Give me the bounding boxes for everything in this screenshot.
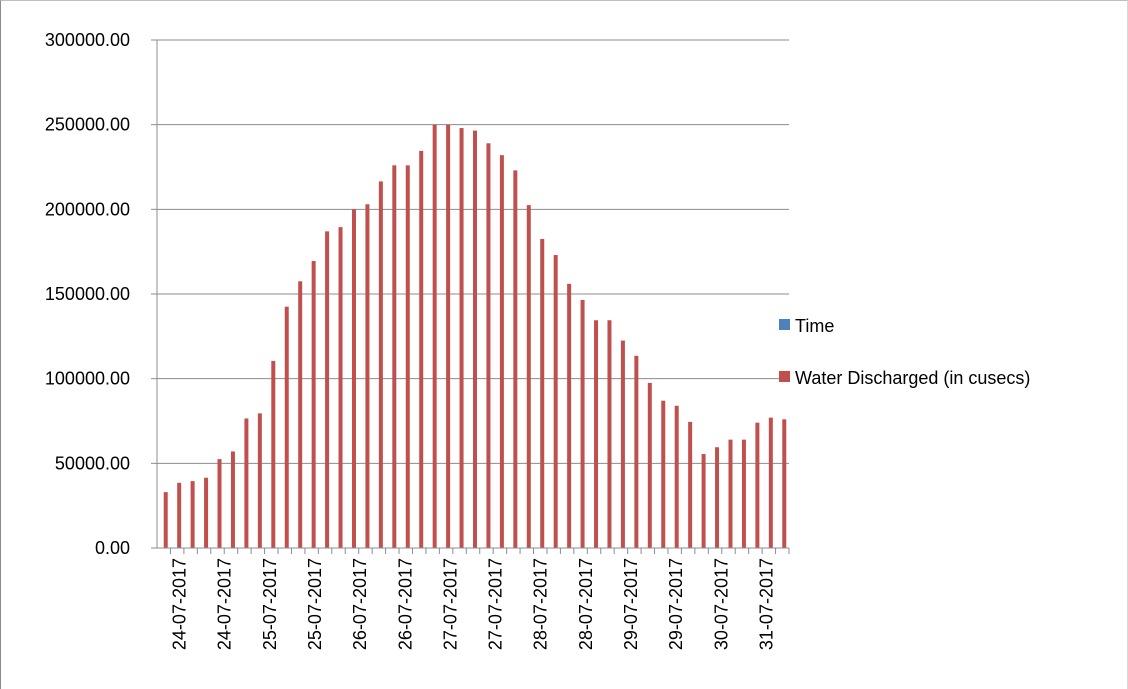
bar [257, 413, 262, 548]
legend-label-water-discharged: Water Discharged (in cusecs) [795, 368, 1030, 388]
bar [446, 124, 451, 549]
legend-swatch-time [779, 319, 790, 330]
bar [768, 417, 773, 548]
bar [459, 128, 464, 548]
bar [513, 170, 518, 549]
bar [567, 283, 572, 548]
bar [378, 181, 383, 549]
y-tick-label: 300000.00 [45, 30, 130, 50]
y-tick-label: 100000.00 [45, 369, 130, 389]
y-tick-label: 50000.00 [55, 453, 130, 473]
bar [580, 299, 585, 548]
bar [755, 422, 760, 548]
bar [325, 231, 330, 548]
y-tick-label: 150000.00 [45, 284, 130, 304]
bars-water-discharged [163, 124, 787, 549]
bar [163, 492, 168, 548]
bar [217, 459, 222, 548]
bar [594, 320, 599, 548]
x-tick-label: 30-07-2017 [711, 558, 731, 650]
bar [405, 165, 410, 548]
bar [661, 400, 666, 548]
bar [365, 204, 370, 548]
bar [271, 360, 276, 548]
x-tick-label: 25-07-2017 [305, 558, 325, 650]
bar [526, 205, 531, 548]
x-tick-label: 26-07-2017 [350, 558, 370, 650]
bar [634, 355, 639, 548]
bar [715, 447, 720, 548]
x-tick-label: 31-07-2017 [756, 558, 776, 650]
bar [432, 124, 437, 549]
bar [741, 439, 746, 548]
x-tick-label: 25-07-2017 [260, 558, 280, 650]
bar [419, 150, 424, 548]
y-tick-label: 0.00 [95, 538, 130, 558]
bar [607, 320, 612, 548]
x-tick-label: 26-07-2017 [395, 558, 415, 650]
y-tick-labels: 0.00 50000.00 100000.00 150000.00 200000.00 2… [45, 30, 130, 558]
bar [486, 143, 491, 548]
legend: Time Water Discharged (in cusecs) [779, 316, 1030, 388]
bar [728, 439, 733, 548]
bar [298, 281, 303, 548]
x-tick-label: 27-07-2017 [440, 558, 460, 650]
legend-label-time: Time [795, 316, 834, 336]
axes [156, 40, 790, 554]
bar [284, 306, 289, 548]
x-tick-label: 24-07-2017 [170, 558, 190, 650]
bar [701, 454, 706, 548]
bar [190, 481, 195, 548]
bar [338, 227, 343, 548]
x-tick-label: 28-07-2017 [531, 558, 551, 650]
x-tick-labels: 24-07-2017 24-07-2017 25-07-2017 25-07-2017… [170, 558, 777, 650]
x-tick-label: 27-07-2017 [486, 558, 506, 650]
bar [177, 482, 182, 548]
x-tick-label: 29-07-2017 [621, 558, 641, 650]
x-tick-label: 29-07-2017 [666, 558, 686, 650]
bar [230, 451, 235, 548]
bar [647, 382, 652, 548]
bar [688, 421, 693, 548]
x-tick-label: 24-07-2017 [215, 558, 235, 650]
bar [351, 209, 356, 549]
y-tick-label: 200000.00 [45, 199, 130, 219]
bar [782, 419, 787, 548]
bar [540, 238, 545, 548]
bar [553, 255, 558, 548]
bar [674, 405, 679, 548]
y-tick-label: 250000.00 [45, 115, 130, 135]
bar [311, 260, 316, 548]
bar [620, 340, 625, 548]
bar [244, 418, 249, 548]
bar [204, 477, 209, 548]
bar [499, 155, 504, 548]
legend-swatch-water-discharged [779, 371, 790, 382]
bar [392, 165, 397, 548]
bar [473, 130, 477, 549]
x-tick-label: 28-07-2017 [576, 558, 596, 650]
